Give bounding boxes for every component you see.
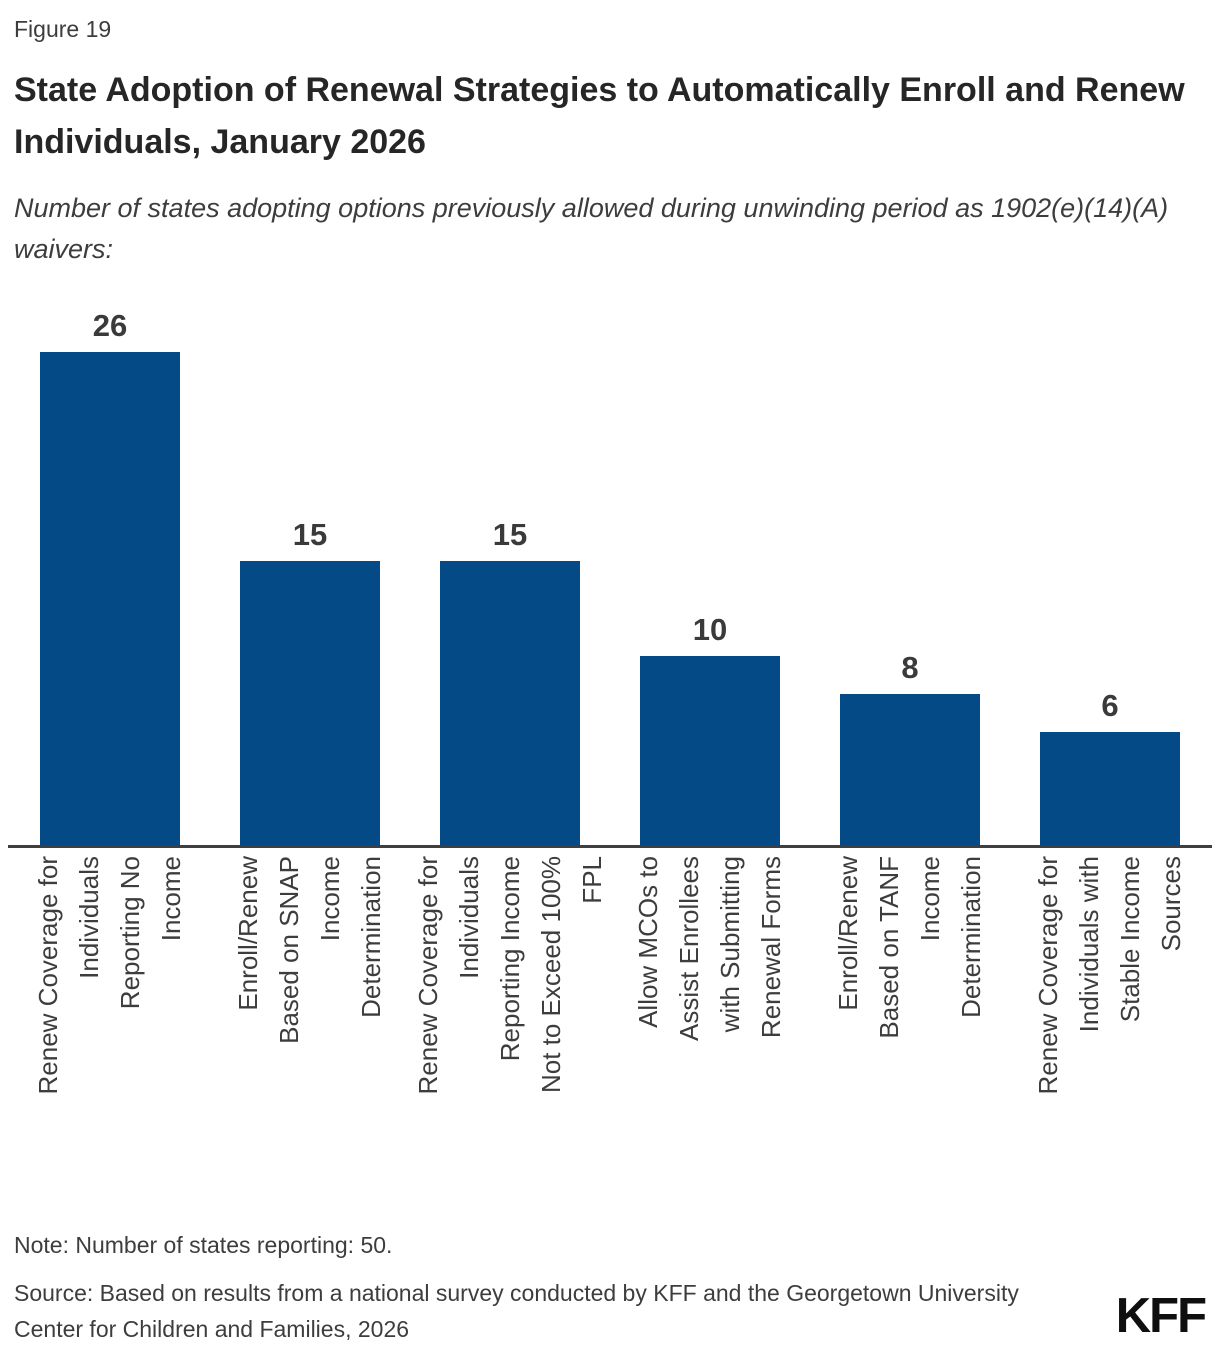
bar-value-label: 15	[492, 517, 528, 552]
bar-value-label: 10	[692, 612, 728, 647]
x-axis-tick-label-text: Renew Coverage for Individuals with Stab…	[1033, 856, 1186, 1095]
x-axis-tick-label: Enroll/Renew Based on SNAP Income Determ…	[210, 856, 410, 1208]
x-axis-tick-label-text: Renew Coverage for Individuals Reporting…	[33, 856, 186, 1095]
bar-chart: 26 Renew Coverage for Individuals Reporti…	[8, 308, 1212, 1208]
chart-subtitle: Number of states adopting options previo…	[14, 193, 1169, 264]
bar-value-label: 8	[901, 650, 919, 685]
x-axis-tick-label-text: Renew Coverage for Individuals Reporting…	[412, 856, 607, 1095]
bar	[440, 561, 580, 846]
bar-value-label: 15	[292, 517, 328, 552]
bar	[840, 694, 980, 846]
bar	[640, 656, 780, 846]
x-axis-line	[8, 845, 1212, 848]
x-axis-tick-label-text: Enroll/Renew Based on SNAP Income Determ…	[233, 856, 386, 1044]
x-axis-tick-label-text: Enroll/Renew Based on TANF Income Determ…	[833, 856, 986, 1039]
bar-value-label: 6	[1101, 688, 1119, 723]
figure-number-label: Figure 19	[14, 16, 112, 42]
chart-title: State Adoption of Renewal Strategies to …	[14, 71, 1185, 161]
x-axis-tick-label: Renew Coverage for Individuals with Stab…	[1010, 856, 1210, 1208]
bar	[240, 561, 380, 846]
x-axis-tick-label: Allow MCOs to Assist Enrollees with Subm…	[610, 856, 810, 1208]
bar	[1040, 732, 1180, 846]
bar-value-label: 26	[92, 308, 128, 343]
kff-logo: KFF	[1115, 1289, 1207, 1343]
source-text: Source: Based on results from a national…	[14, 1280, 1019, 1342]
x-axis-tick-label-text: Allow MCOs to Assist Enrollees with Subm…	[633, 856, 786, 1041]
x-axis-tick-label: Renew Coverage for Individuals Reporting…	[10, 856, 210, 1208]
x-axis-tick-label: Renew Coverage for Individuals Reporting…	[410, 856, 610, 1208]
x-axis-tick-label: Enroll/Renew Based on TANF Income Determ…	[810, 856, 1010, 1208]
note-text: Note: Number of states reporting: 50.	[14, 1232, 393, 1258]
bar	[40, 352, 180, 846]
